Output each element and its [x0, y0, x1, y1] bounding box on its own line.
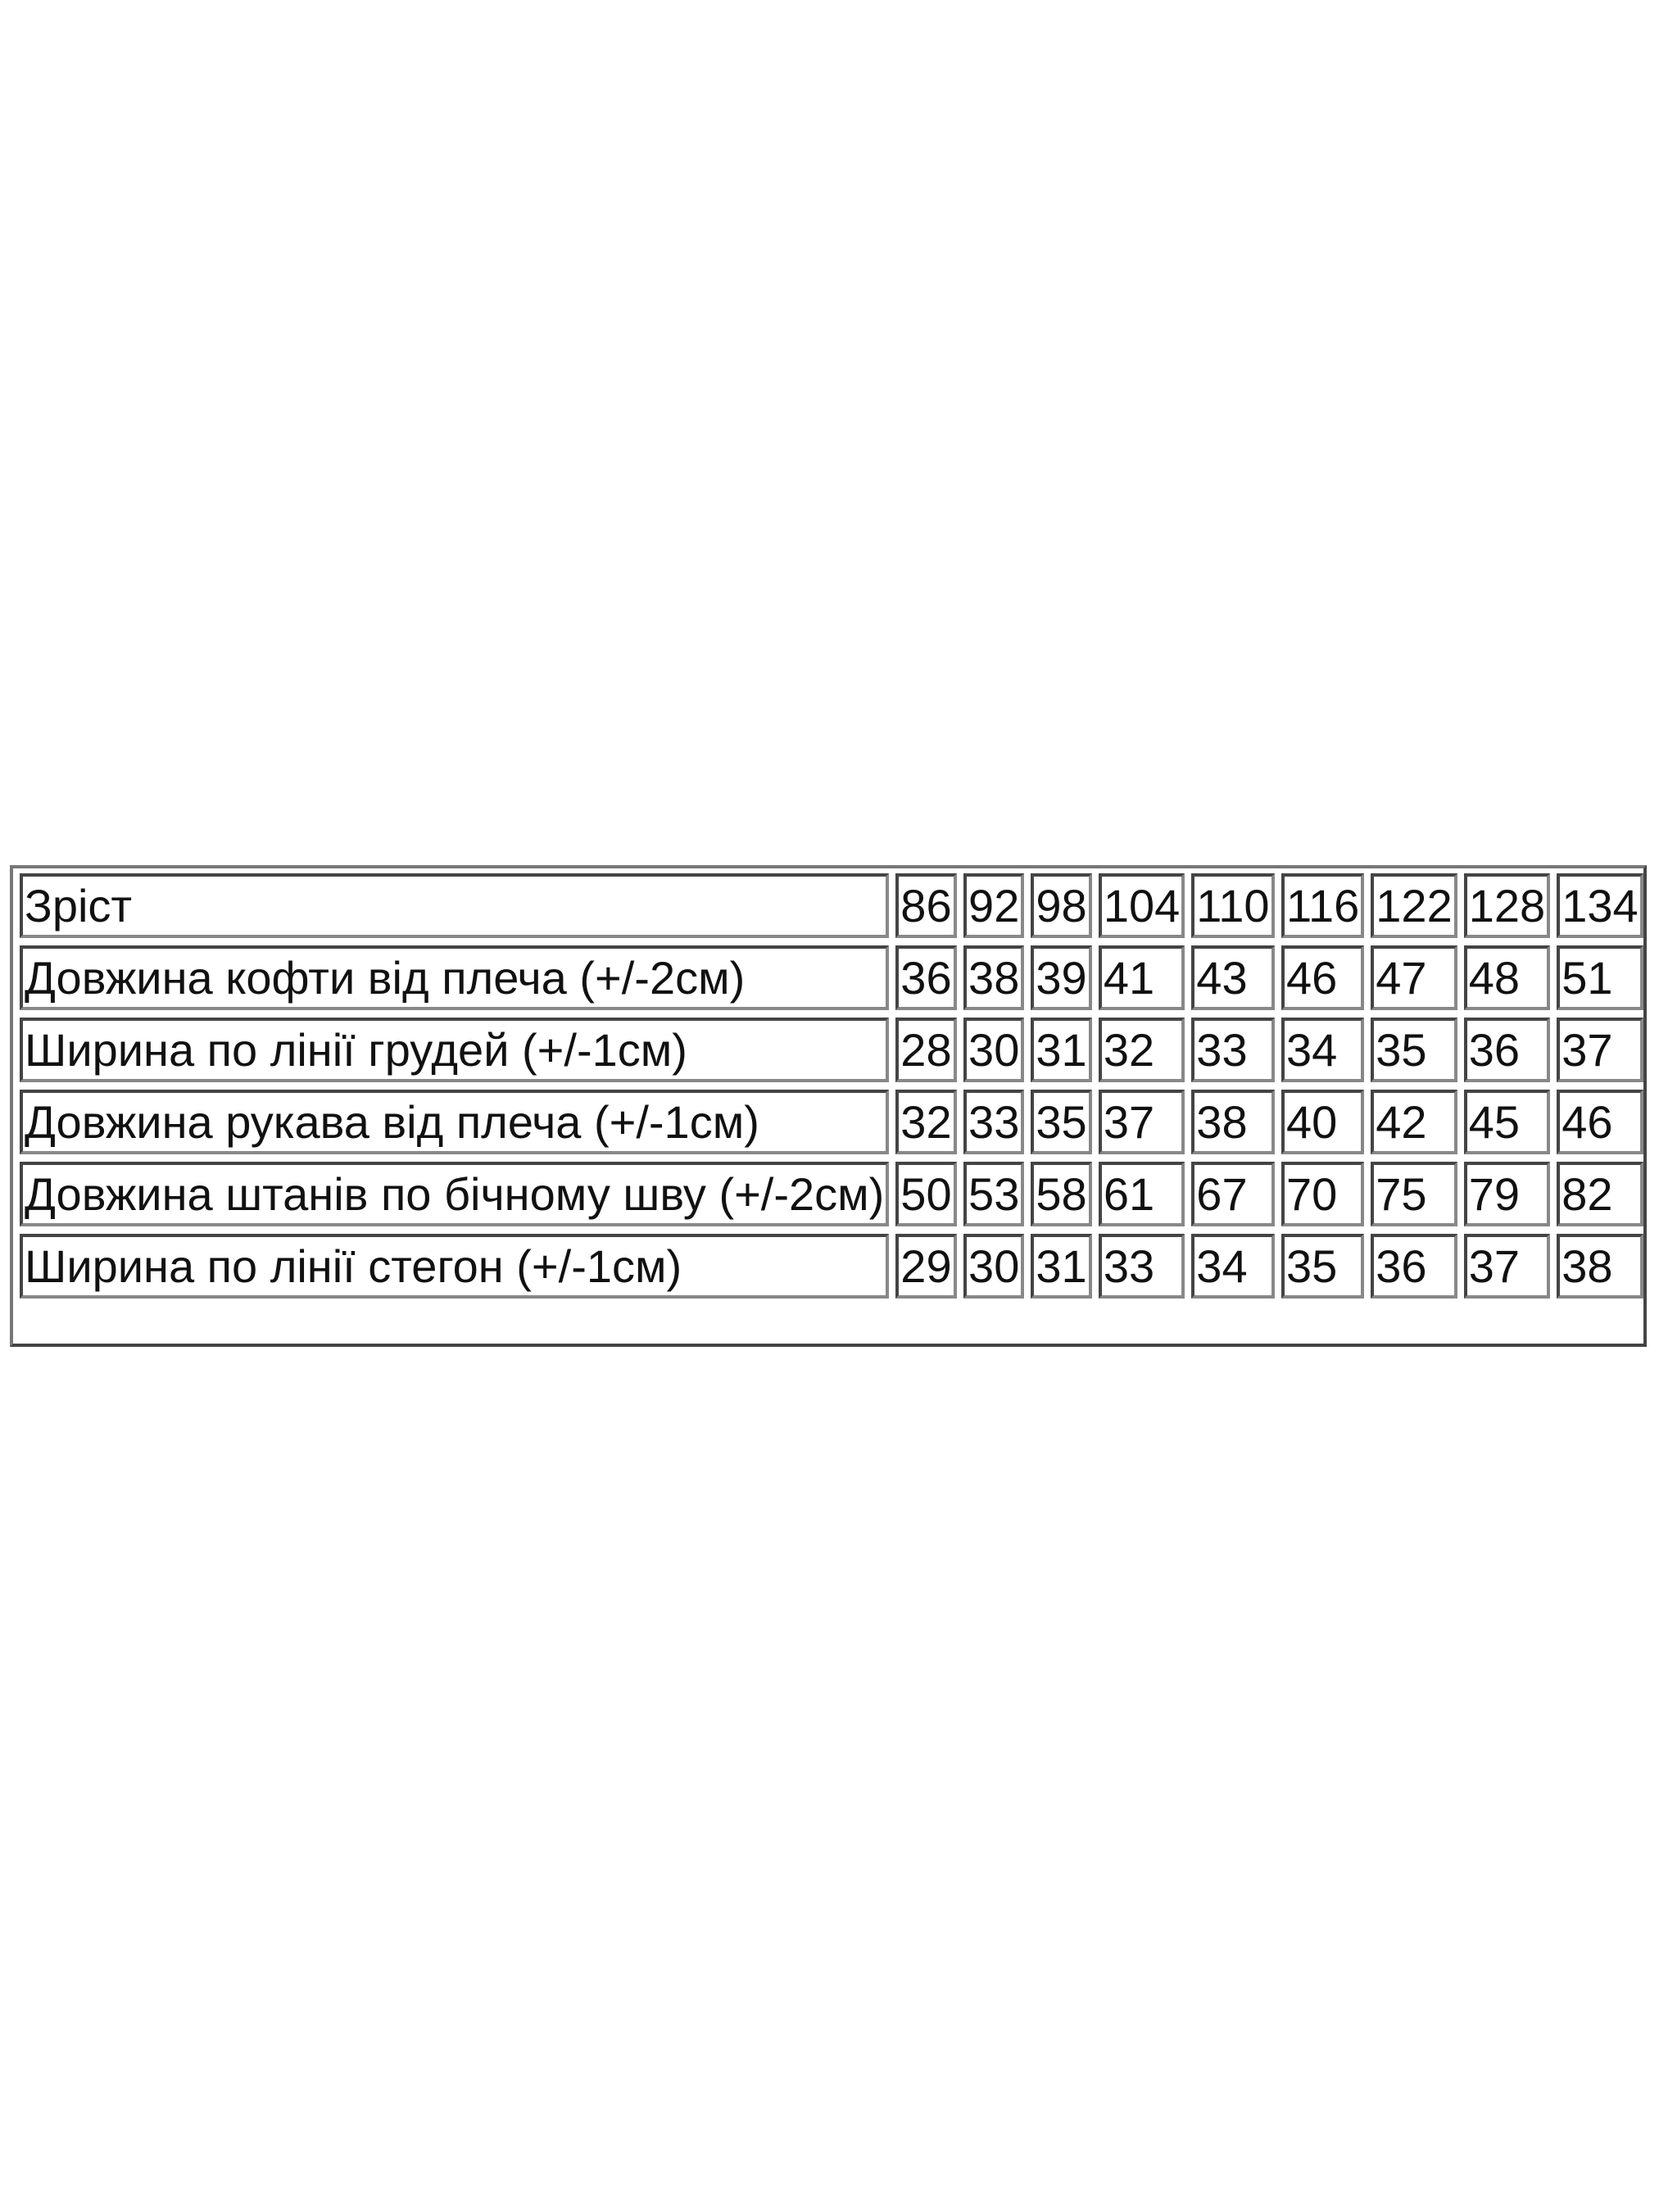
measurement-value-cell: 42: [1371, 1090, 1457, 1154]
measurement-value-cell: 35: [1371, 1018, 1457, 1082]
measurement-value-cell: 67: [1191, 1162, 1275, 1226]
measurement-value-cell: 32: [895, 1090, 958, 1154]
measurement-value-cell: 50: [895, 1162, 958, 1226]
height-value-cell: 92: [963, 873, 1025, 938]
measurement-value-cell: 47: [1371, 945, 1457, 1010]
table-row: Ширина по лінії стегон (+/-1см) 29 30 31 33 3…: [20, 1234, 1643, 1299]
measurement-value-cell: 37: [1463, 1234, 1551, 1299]
height-value-cell: 104: [1098, 873, 1185, 938]
measurement-value-cell: 38: [1191, 1090, 1275, 1154]
measurement-value-cell: 34: [1281, 1018, 1365, 1082]
measurement-value-cell: 30: [963, 1234, 1025, 1299]
measurement-value-cell: 75: [1371, 1162, 1457, 1226]
measurement-value-cell: 51: [1557, 945, 1643, 1010]
table-row: Довжина рукава від плеча (+/-1см) 32 33 35 3…: [20, 1090, 1643, 1154]
measurement-value-cell: 61: [1098, 1162, 1185, 1226]
measurement-value-cell: 48: [1463, 945, 1551, 1010]
measurement-label-cell: Довжина кофти від плеча (+/-2см): [20, 945, 890, 1010]
measurement-value-cell: 38: [1557, 1234, 1643, 1299]
measurement-value-cell: 36: [895, 945, 958, 1010]
height-value-cell: 128: [1463, 873, 1551, 938]
measurement-value-cell: 46: [1281, 945, 1365, 1010]
measurement-value-cell: 37: [1098, 1090, 1185, 1154]
header-row: Зріст 86 92 98 104 110 116 122 128 134: [20, 873, 1643, 938]
measurement-value-cell: 46: [1557, 1090, 1643, 1154]
height-value-cell: 116: [1281, 873, 1365, 938]
measurement-value-cell: 33: [1191, 1018, 1275, 1082]
measurement-value-cell: 43: [1191, 945, 1275, 1010]
measurement-value-cell: 41: [1098, 945, 1185, 1010]
measurement-value-cell: 33: [963, 1090, 1025, 1154]
measurement-label-cell: Довжина рукава від плеча (+/-1см): [20, 1090, 890, 1154]
measurement-value-cell: 40: [1281, 1090, 1365, 1154]
measurement-value-cell: 39: [1031, 945, 1092, 1010]
measurement-value-cell: 29: [895, 1234, 958, 1299]
height-label-cell: Зріст: [20, 873, 890, 938]
measurement-value-cell: 79: [1463, 1162, 1551, 1226]
height-value-cell: 134: [1557, 873, 1643, 938]
height-value-cell: 98: [1031, 873, 1092, 938]
measurement-label-cell: Ширина по лінії стегон (+/-1см): [20, 1234, 890, 1299]
table-row: Довжина кофти від плеча (+/-2см) 36 38 39 41…: [20, 945, 1643, 1010]
measurement-value-cell: 37: [1557, 1018, 1643, 1082]
height-value-cell: 86: [895, 873, 958, 938]
measurement-value-cell: 31: [1031, 1234, 1092, 1299]
measurement-value-cell: 45: [1463, 1090, 1551, 1154]
measurement-value-cell: 34: [1191, 1234, 1275, 1299]
measurement-value-cell: 36: [1463, 1018, 1551, 1082]
measurement-value-cell: 30: [963, 1018, 1025, 1082]
measurement-label-cell: Довжина штанів по бічному шву (+/-2см): [20, 1162, 890, 1226]
measurement-value-cell: 70: [1281, 1162, 1365, 1226]
measurement-value-cell: 35: [1281, 1234, 1365, 1299]
table-row: Ширина по лінії грудей (+/-1см) 28 30 31 32 3…: [20, 1018, 1643, 1082]
measurement-value-cell: 31: [1031, 1018, 1092, 1082]
measurement-value-cell: 38: [963, 945, 1025, 1010]
measurement-value-cell: 36: [1371, 1234, 1457, 1299]
measurement-value-cell: 58: [1031, 1162, 1092, 1226]
measurement-value-cell: 82: [1557, 1162, 1643, 1226]
table-row: Довжина штанів по бічному шву (+/-2см) 50…: [20, 1162, 1643, 1226]
measurement-label-cell: Ширина по лінії грудей (+/-1см): [20, 1018, 890, 1082]
measurement-value-cell: 35: [1031, 1090, 1092, 1154]
measurement-value-cell: 28: [895, 1018, 958, 1082]
size-table: Зріст 86 92 98 104 110 116 122 128 134 Довжина коф…: [13, 866, 1650, 1306]
height-value-cell: 122: [1371, 873, 1457, 938]
measurement-value-cell: 53: [963, 1162, 1025, 1226]
measurement-value-cell: 32: [1098, 1018, 1185, 1082]
size-table-frame: Зріст 86 92 98 104 110 116 122 128 134 Довжина коф…: [10, 865, 1647, 1347]
height-value-cell: 110: [1191, 873, 1275, 938]
measurement-value-cell: 33: [1098, 1234, 1185, 1299]
